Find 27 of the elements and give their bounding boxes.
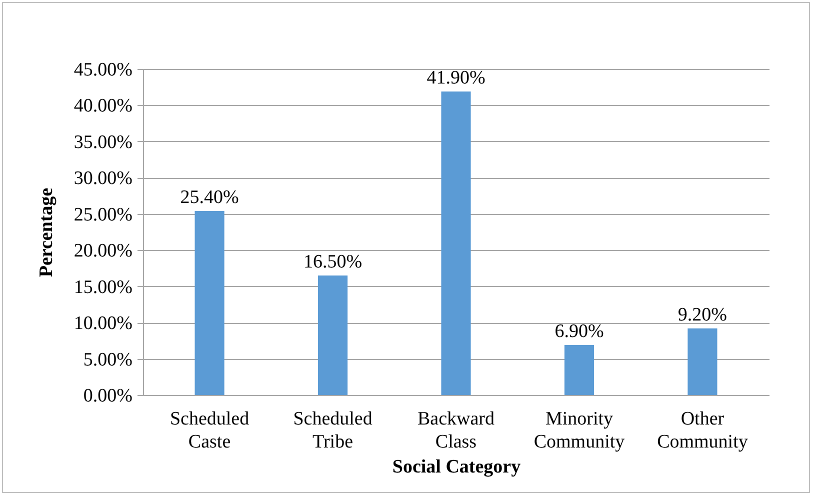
data-label: 25.40%	[180, 186, 240, 208]
x-axis-title: Social Category	[392, 456, 522, 478]
y-axis-title: Percentage	[36, 188, 57, 278]
bar	[441, 91, 471, 395]
y-tick-label: 45.00%	[74, 60, 133, 80]
data-label: 41.90%	[426, 67, 486, 88]
y-tick-label: 15.00%	[74, 276, 133, 298]
data-label: 16.50%	[303, 251, 362, 272]
x-tick-label: Scheduled Tribe	[293, 408, 373, 452]
y-tick-label: 5.00%	[83, 349, 133, 370]
y-tick-label: 25.00%	[74, 204, 133, 226]
x-tick-label: Minority Community	[534, 408, 626, 452]
y-tick-label: 0.00%	[83, 386, 133, 406]
y-tick-label: 20.00%	[74, 240, 133, 262]
bar	[318, 275, 348, 395]
data-label: 6.90%	[554, 321, 604, 342]
x-tick-label: Other Community	[657, 408, 748, 452]
y-tick-label: 40.00%	[74, 96, 133, 117]
x-tick-label: Backward Class	[417, 408, 496, 452]
bar	[688, 328, 718, 395]
x-tick-label: Scheduled Caste	[170, 408, 250, 452]
y-tick-label: 30.00%	[74, 168, 133, 190]
y-tick-label: 35.00%	[74, 132, 133, 153]
bar	[564, 345, 594, 395]
data-label: 9.20%	[678, 304, 728, 326]
bar	[194, 210, 224, 395]
y-tick-label: 10.00%	[74, 313, 133, 334]
